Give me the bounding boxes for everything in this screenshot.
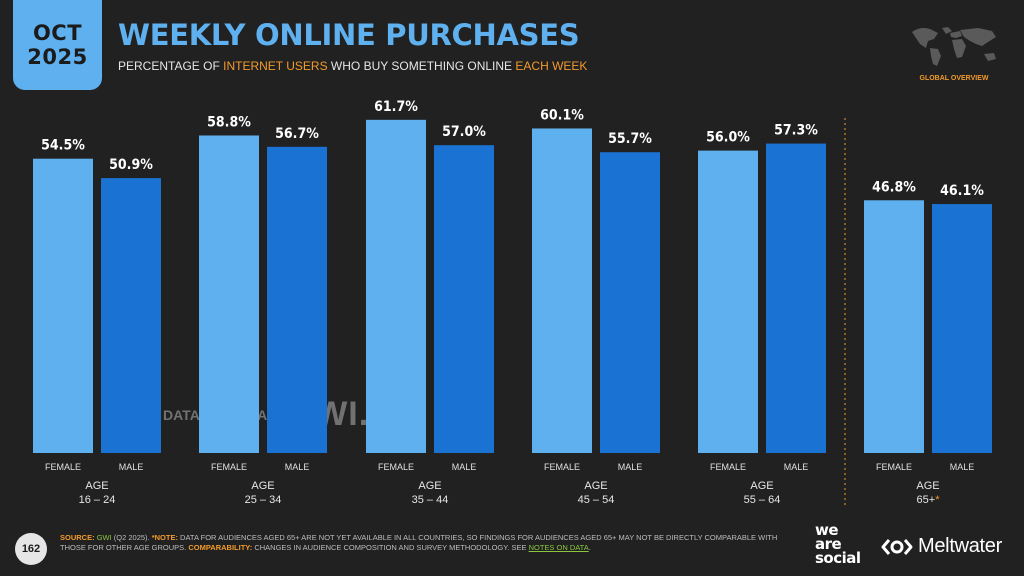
- date-month: OCT: [32, 21, 83, 45]
- bar-value-label: 55.7%: [608, 131, 652, 147]
- footer-source-note: SOURCE: GWI (Q2 2025). *NOTE: DATA FOR A…: [60, 533, 800, 553]
- age-range-text: 65+: [917, 494, 936, 506]
- page-title: WEEKLY ONLINE PURCHASES: [118, 18, 580, 52]
- bar-female: [33, 158, 93, 453]
- age-prefix-label: AGE: [584, 480, 607, 492]
- subtitle-part1: PERCENTAGE OF: [118, 59, 224, 73]
- bar-value-label: 56.0%: [706, 130, 750, 146]
- bar-value-label: 60.1%: [540, 107, 584, 123]
- age-range-label: 45 – 54: [578, 494, 615, 506]
- age-range-text: 45 – 54: [578, 494, 615, 506]
- age-range-label: 65+*: [917, 494, 941, 506]
- age-range-label: 55 – 64: [744, 494, 781, 506]
- series-label: FEMALE: [876, 462, 912, 472]
- bar-value-label: 57.0%: [442, 124, 486, 140]
- series-label: MALE: [784, 462, 809, 472]
- bar-value-label: 50.9%: [109, 157, 153, 173]
- bar-male: [766, 143, 826, 453]
- age-prefix-label: AGE: [251, 480, 274, 492]
- bar-male: [932, 204, 992, 453]
- bar-value-label: 58.8%: [207, 114, 251, 130]
- bar-value-label: 57.3%: [774, 123, 818, 139]
- subtitle-highlight1: INTERNET USERS: [223, 59, 328, 73]
- bar-value-label: 54.5%: [41, 138, 85, 154]
- series-label: MALE: [119, 462, 144, 472]
- subtitle-part2: WHO BUY SOMETHING ONLINE: [327, 59, 516, 73]
- we-are-social-line3: social: [815, 549, 861, 567]
- age-range-text: 55 – 64: [744, 494, 781, 506]
- bar-female: [199, 135, 259, 454]
- note-text: DATA FOR AUDIENCES AGED 65+ ARE NOT YET …: [60, 533, 778, 552]
- series-label: MALE: [618, 462, 643, 472]
- page-subtitle: PERCENTAGE OF INTERNET USERS WHO BUY SOM…: [118, 59, 587, 73]
- we-are-social-line1: we: [815, 521, 839, 539]
- meltwater-logo: Meltwater: [880, 535, 1002, 558]
- comparability-text: CHANGES IN AUDIENCE COMPOSITION AND SURV…: [252, 543, 529, 552]
- bar-value-label: 46.8%: [872, 179, 916, 195]
- bar-female: [864, 200, 924, 453]
- bar-male: [434, 145, 494, 453]
- world-map-icon: [912, 27, 996, 66]
- series-label: FEMALE: [378, 462, 414, 472]
- age-range-text: 16 – 24: [79, 494, 116, 506]
- series-label: MALE: [452, 462, 477, 472]
- source-rest: (Q2 2025).: [111, 533, 152, 542]
- bar-female: [698, 150, 758, 453]
- page-number: 162: [15, 533, 47, 565]
- subtitle-highlight2: EACH WEEK: [515, 59, 588, 73]
- we-are-social-logo: we are social: [815, 521, 875, 567]
- bar-value-label: 61.7%: [374, 99, 418, 115]
- meltwater-text: Meltwater: [918, 535, 1002, 557]
- we-are-social-line2: are: [815, 535, 842, 553]
- age-range-marker: *: [935, 494, 940, 506]
- series-label: MALE: [285, 462, 310, 472]
- bar-male: [267, 146, 327, 453]
- series-label: MALE: [950, 462, 975, 472]
- bar-value-label: 56.7%: [275, 126, 319, 142]
- age-range-label: 16 – 24: [79, 494, 116, 506]
- notes-on-data-link[interactable]: NOTES ON DATA: [528, 543, 589, 552]
- bar-male: [101, 178, 161, 453]
- age-range-label: 25 – 34: [245, 494, 282, 506]
- date-badge: OCT 2025: [13, 0, 102, 90]
- series-label: FEMALE: [710, 462, 746, 472]
- bar-female: [366, 119, 426, 453]
- meltwater-logo-icon: [881, 538, 913, 555]
- note-key: *NOTE:: [151, 533, 178, 542]
- age-prefix-label: AGE: [418, 480, 441, 492]
- age-prefix-label: AGE: [750, 480, 773, 492]
- comparability-key: COMPARABILITY:: [188, 543, 253, 552]
- age-range-text: 25 – 34: [245, 494, 282, 506]
- source-key: SOURCE:: [60, 533, 95, 542]
- series-label: FEMALE: [211, 462, 247, 472]
- comparability-end: .: [588, 543, 591, 552]
- age-range-label: 35 – 44: [412, 494, 449, 506]
- age-range-text: 35 – 44: [412, 494, 449, 506]
- series-label: FEMALE: [45, 462, 81, 472]
- bar-male: [600, 152, 660, 453]
- date-year: 2025: [27, 45, 88, 69]
- bar-female: [532, 128, 592, 453]
- source-name: GWI: [96, 533, 112, 542]
- global-overview-label: GLOBAL OVERVIEW: [919, 75, 989, 82]
- bar-value-label: 46.1%: [940, 183, 984, 199]
- series-label: FEMALE: [544, 462, 580, 472]
- age-prefix-label: AGE: [916, 480, 939, 492]
- age-prefix-label: AGE: [85, 480, 108, 492]
